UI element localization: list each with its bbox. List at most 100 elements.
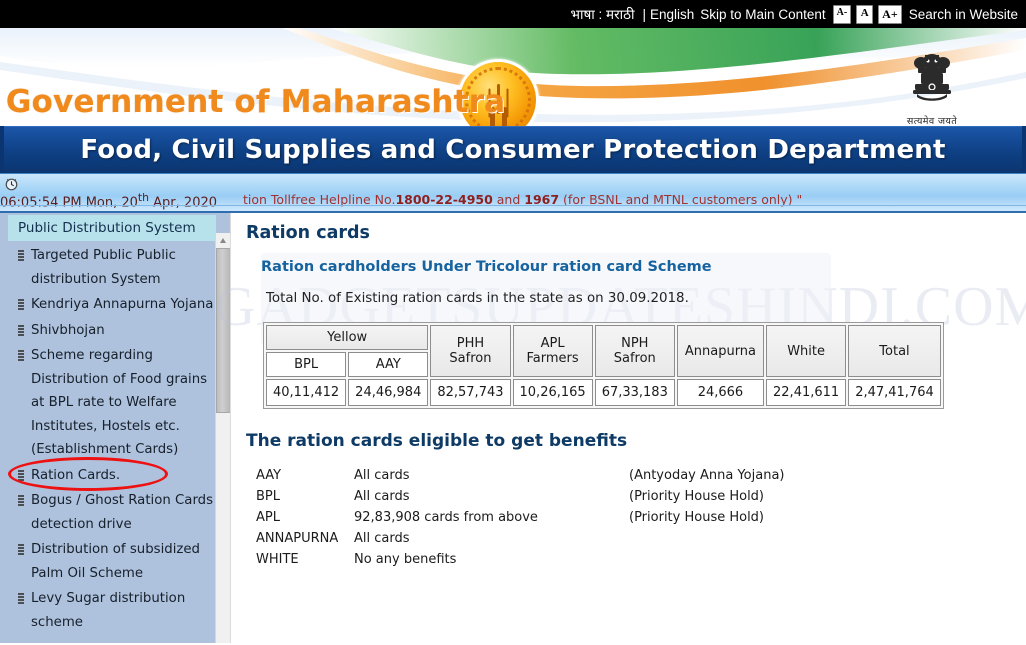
topbar-separator: |	[642, 6, 646, 22]
scrollbar-thumb[interactable]	[216, 248, 231, 413]
list-bullet-icon	[18, 299, 24, 310]
col-group-yellow: Yellow	[266, 325, 429, 350]
col-apl-farmers: APL Farmers	[512, 325, 593, 377]
benefit-scheme: (Priority House Hold)	[629, 510, 765, 525]
col-white: White	[766, 325, 847, 377]
sidebar-menu: Targeted Public Public distribution Syst…	[0, 243, 230, 635]
benefit-scheme: (Priority House Hold)	[629, 489, 765, 504]
cell-annapurna-value: 24,666	[676, 379, 765, 406]
main-content: GADGETSUPDATESHINDI.COM Ration cards Rat…	[215, 213, 1026, 643]
benefit-card-type: BPL	[256, 489, 281, 504]
cell-bpl-value: 40,11,412	[266, 379, 347, 406]
table-header-row-1: Yellow PHH Safron APL Farmers NPH Safron An…	[266, 325, 941, 377]
table-row: APL 92,83,908 cards from above (Priority…	[256, 507, 785, 528]
panel-heading: Ration cardholders Under Tricolour ratio…	[261, 259, 712, 275]
sidebar-item-kendriya-annapurna-yojana[interactable]: Kendriya Annapurna Yojana	[0, 292, 224, 318]
table-header-row-2: BPL AAY	[266, 352, 941, 377]
col-total: Total	[848, 325, 941, 377]
benefit-eligibility: All cards	[354, 489, 410, 504]
font-normal-button[interactable]: A	[856, 4, 874, 24]
benefit-eligibility: All cards	[354, 531, 410, 546]
cell-white-value: 22,41,611	[766, 379, 847, 406]
list-bullet-icon	[18, 469, 24, 481]
col-nph-safron: NPH Safron	[594, 325, 675, 377]
benefit-card-type: ANNAPURNA	[256, 531, 339, 546]
list-bullet-icon	[18, 495, 24, 506]
datetime-ordinal: th	[137, 191, 150, 204]
list-bullet-icon	[18, 250, 24, 261]
sidebar-item-subsidized-palm-oil[interactable]: Distribution of subsidized Palm Oil Sche…	[0, 537, 224, 586]
col-phh-safron: PHH Safron	[430, 325, 511, 377]
cell-phh-value: 82,57,743	[430, 379, 511, 406]
sidebar-item-label: Levy Sugar distribution scheme	[31, 591, 186, 630]
benefits-section-title: The ration cards eligible to get benefit…	[246, 431, 628, 451]
sidebar-item-label: Kendriya Annapurna Yojana	[31, 297, 214, 312]
benefit-eligibility: 92,83,908 cards from above	[354, 510, 538, 525]
skip-to-main-content-link[interactable]: Skip to Main Content	[700, 6, 826, 22]
cell-aay-value: 24,46,984	[348, 379, 429, 406]
col-annapurna: Annapurna	[676, 325, 765, 377]
english-language-link[interactable]: English	[650, 6, 695, 22]
helpline-conjunction: and	[492, 192, 525, 207]
ashoka-lion-capital-icon	[913, 54, 951, 101]
site-header: Government of Maharashtra सत्यमेव जयते	[0, 28, 1026, 126]
search-in-website-link[interactable]: Search in Website	[908, 6, 1018, 22]
sidebar-item-levy-sugar-distribution[interactable]: Levy Sugar distribution scheme	[0, 586, 224, 635]
announcement-bar: 06:05:54 PM Mon, 20th Apr, 2020 tion Tol…	[0, 173, 1026, 213]
list-bullet-icon	[18, 324, 24, 336]
sidebar-item-label: Distribution of subsidized Palm Oil Sche…	[31, 542, 200, 581]
col-bpl: BPL	[266, 352, 347, 377]
helpline-number-primary: 1800-22-4950	[395, 192, 493, 207]
benefit-scheme	[629, 528, 785, 549]
font-size-controls: A- A A+	[832, 4, 902, 24]
scrolling-helpline-text: tion Tollfree Helpline No.1800-22-4950 a…	[243, 192, 802, 207]
panel-subtext: Total No. of Existing ration cards in th…	[266, 291, 689, 306]
sidebar-item-label: Bogus / Ghost Ration Cards detection dri…	[31, 493, 214, 532]
col-aay: AAY	[348, 352, 429, 377]
list-bullet-icon	[18, 593, 24, 604]
benefit-scheme	[629, 549, 785, 570]
left-sidebar: Public Distribution System Targeted Publ…	[0, 213, 231, 643]
language-label[interactable]: भाषा : मराठी	[570, 7, 635, 22]
sidebar-item-scheme-regarding-distribution[interactable]: Scheme regarding Distribution of Food gr…	[0, 343, 224, 463]
list-bullet-icon	[18, 544, 24, 555]
sidebar-item-label: Scheme regarding Distribution of Food gr…	[31, 348, 208, 457]
helpline-number-secondary: 1967	[524, 192, 560, 207]
sidebar-item-targeted-pds[interactable]: Targeted Public Public distribution Syst…	[0, 243, 224, 292]
sidebar-item-ration-cards[interactable]: Ration Cards.	[0, 463, 224, 489]
sidebar-heading: Public Distribution System	[8, 215, 216, 241]
scroll-up-arrow-icon[interactable]	[216, 233, 230, 248]
cell-nph-value: 67,33,183	[594, 379, 675, 406]
current-datetime: 06:05:54 PM Mon, 20th Apr, 2020	[0, 191, 217, 210]
datetime-main: 06:05:54 PM Mon, 20	[0, 195, 138, 211]
government-title: Government of Maharashtra	[6, 84, 506, 120]
benefit-card-type: AAY	[256, 468, 282, 483]
table-row: ANNAPURNA All cards	[256, 528, 785, 549]
sidebar-item-label: Targeted Public Public distribution Syst…	[31, 248, 176, 287]
table-row: 40,11,412 24,46,984 82,57,743 10,26,165 …	[266, 379, 941, 406]
ashoka-emblem-block: सत्यमेव जयते	[894, 50, 970, 126]
page-title: Ration cards	[246, 223, 370, 243]
ration-card-table: Yellow PHH Safron APL Farmers NPH Safron An…	[263, 322, 944, 409]
department-banner: Food, Civil Supplies and Consumer Protec…	[0, 126, 1026, 173]
maharashtra-state-seal-icon	[460, 62, 536, 126]
datetime-rest: Apr, 2020	[149, 195, 218, 211]
sidebar-item-shivbhojan[interactable]: Shivbhojan	[0, 318, 224, 344]
list-bullet-icon	[18, 350, 24, 361]
benefit-card-type: WHITE	[256, 552, 299, 567]
font-decrease-button[interactable]: A-	[832, 4, 852, 24]
cell-total-value: 2,47,41,764	[848, 379, 941, 406]
emblem-caption: सत्यमेव जयते	[906, 116, 958, 126]
sidebar-item-bogus-ghost-ration-cards[interactable]: Bogus / Ghost Ration Cards detection dri…	[0, 488, 224, 537]
sidebar-item-label: Ration Cards.	[31, 467, 121, 483]
benefit-card-type: APL	[256, 510, 280, 525]
benefit-eligibility: All cards	[354, 468, 410, 483]
table-row: AAY All cards (Antyoday Anna Yojana)	[256, 465, 785, 486]
cell-apl-value: 10,26,165	[512, 379, 593, 406]
table-row: WHITE No any benefits	[256, 549, 785, 570]
font-increase-button[interactable]: A+	[878, 4, 902, 24]
sidebar-scrollbar[interactable]	[215, 233, 231, 643]
department-title: Food, Civil Supplies and Consumer Protec…	[80, 135, 946, 165]
helpline-suffix: (for BSNL and MTNL customers only) "	[559, 192, 803, 207]
utility-topbar: भाषा : मराठी | English Skip to Main Cont…	[0, 0, 1026, 28]
